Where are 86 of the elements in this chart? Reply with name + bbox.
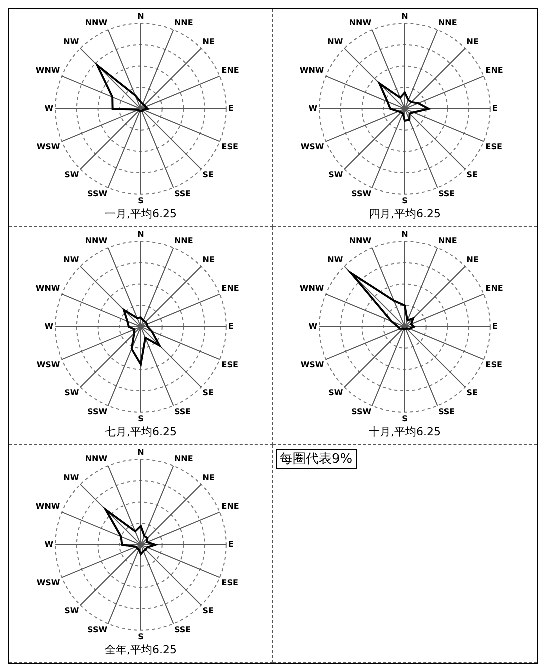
spoke-label: WSW bbox=[36, 142, 60, 152]
spoke-label: E bbox=[228, 104, 234, 114]
spoke-label: NNE bbox=[174, 18, 194, 28]
spoke-label: W bbox=[44, 322, 54, 332]
spoke-label: WSW bbox=[300, 142, 324, 152]
spoke-label: WNW bbox=[300, 284, 324, 293]
spoke-label: NW bbox=[64, 37, 80, 46]
spoke-label: SSW bbox=[352, 408, 372, 417]
spoke-label: NNE bbox=[174, 236, 194, 246]
spoke-label: SSW bbox=[352, 190, 372, 199]
spoke-label: NE bbox=[202, 37, 215, 46]
text: 七月,平均6.25 bbox=[105, 425, 177, 438]
spoke-label: ESE bbox=[222, 578, 238, 588]
spoke-label: SSW bbox=[88, 190, 108, 199]
spoke-label: SW bbox=[64, 388, 80, 398]
spoke-label: NE bbox=[202, 473, 215, 482]
spoke-label: WNW bbox=[300, 66, 324, 75]
spoke-label: SSE bbox=[438, 408, 456, 417]
spoke-label: SE bbox=[202, 170, 214, 180]
spoke-label: SSW bbox=[88, 626, 108, 635]
spoke-label: W bbox=[308, 104, 318, 114]
spoke-label: ENE bbox=[486, 66, 504, 75]
spoke-label: NE bbox=[466, 255, 479, 264]
spoke-label: NW bbox=[328, 255, 344, 264]
spoke-label: WNW bbox=[36, 284, 60, 293]
spoke-label: SW bbox=[64, 606, 80, 616]
spoke-label: NNW bbox=[349, 236, 372, 246]
spoke-label: N bbox=[138, 12, 144, 21]
spoke-label: ENE bbox=[486, 284, 504, 293]
text: 一月,平均6.25 bbox=[105, 207, 177, 220]
spoke-label: W bbox=[44, 104, 54, 114]
spoke-label: W bbox=[44, 540, 54, 550]
spoke-label: NE bbox=[466, 37, 479, 46]
spoke-label: SE bbox=[466, 170, 478, 180]
spoke-label: NNE bbox=[174, 454, 194, 464]
spoke-label: E bbox=[228, 540, 234, 550]
spoke-label: ENE bbox=[222, 284, 240, 293]
spoke-label: NW bbox=[64, 255, 80, 264]
spoke-label: NNE bbox=[438, 18, 458, 28]
spoke-label: N bbox=[402, 230, 408, 239]
spoke-label: E bbox=[492, 322, 498, 332]
spoke-label: N bbox=[138, 230, 144, 239]
spoke-label: NNE bbox=[438, 236, 458, 246]
spoke-label: ESE bbox=[222, 360, 238, 370]
text: 全年,平均6.25 bbox=[105, 643, 177, 656]
spoke-label: ESE bbox=[486, 360, 502, 370]
spoke-label: E bbox=[228, 322, 234, 332]
spoke-label: NNW bbox=[85, 18, 108, 28]
spoke-label: NNW bbox=[85, 454, 108, 464]
spoke-label: SE bbox=[466, 388, 478, 398]
spoke-label: S bbox=[138, 414, 144, 424]
spoke-label: S bbox=[138, 196, 144, 206]
spoke-label: SE bbox=[202, 388, 214, 398]
spoke-label: S bbox=[402, 196, 408, 206]
text: 十月,平均6.25 bbox=[369, 425, 441, 438]
spoke-label: W bbox=[308, 322, 318, 332]
spoke-label: WSW bbox=[36, 360, 60, 370]
spoke-label: SSW bbox=[88, 408, 108, 417]
spoke-label: SW bbox=[328, 388, 344, 398]
spoke-label: WNW bbox=[36, 66, 60, 75]
spoke-label: WNW bbox=[36, 502, 60, 511]
spoke-label: S bbox=[402, 414, 408, 424]
spoke-label: S bbox=[138, 632, 144, 642]
text: 四月,平均6.25 bbox=[369, 207, 441, 220]
spoke-label: N bbox=[138, 448, 144, 457]
spoke-label: ENE bbox=[222, 502, 240, 511]
spoke-label: SSE bbox=[438, 190, 456, 199]
spoke-label: E bbox=[492, 104, 498, 114]
spoke-label: SW bbox=[64, 170, 80, 180]
spoke-label: ENE bbox=[222, 66, 240, 75]
spoke-label: ESE bbox=[486, 142, 502, 152]
spoke-label: SE bbox=[202, 606, 214, 616]
spoke-label: NE bbox=[202, 255, 215, 264]
spoke-label: SSE bbox=[174, 190, 192, 199]
spoke-label: WSW bbox=[36, 578, 60, 588]
spoke-label: SW bbox=[328, 170, 344, 180]
spoke-label: NW bbox=[64, 473, 80, 482]
spoke-label: NNW bbox=[85, 236, 108, 246]
spoke-label: SSE bbox=[174, 408, 192, 417]
spoke-label: N bbox=[402, 12, 408, 21]
text: 每圈代表9% bbox=[276, 449, 357, 469]
spoke-label: WSW bbox=[300, 360, 324, 370]
spoke-label: NW bbox=[328, 37, 344, 46]
spoke-label: ESE bbox=[222, 142, 238, 152]
spoke-label: NNW bbox=[349, 18, 372, 28]
spoke-label: SSE bbox=[174, 626, 192, 635]
